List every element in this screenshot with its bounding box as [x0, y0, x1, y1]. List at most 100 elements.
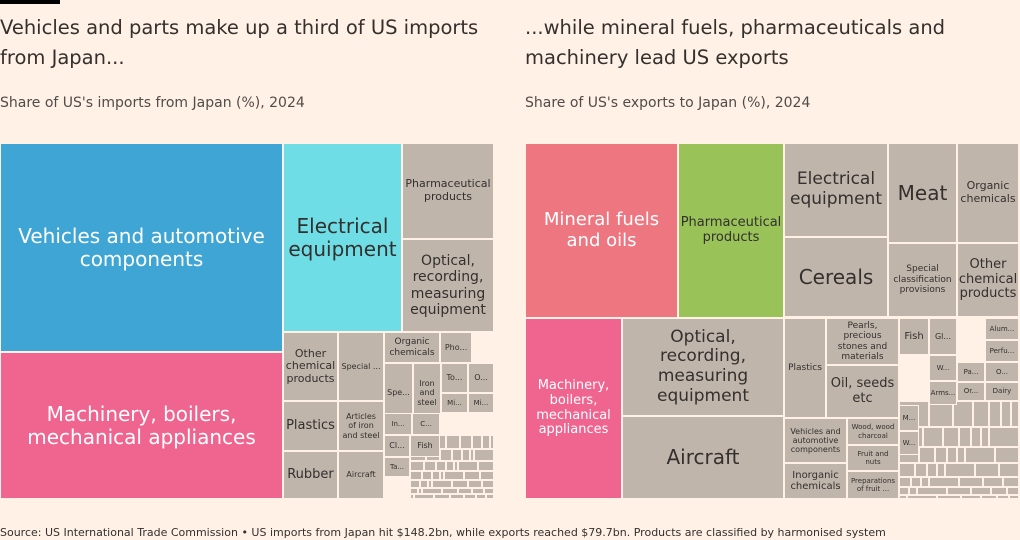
exports-cell-label: Optical, recording, measuring equipment — [657, 326, 749, 406]
exports-cell-organic-chemicals: Organic chemicals — [957, 143, 1019, 243]
exports-cell-mineral-fuels-and-oils: Mineral fuels and oils — [525, 143, 678, 318]
exports-minor-tile — [929, 477, 959, 487]
exports-cell-special-classification-provisions: Special classification provisions — [888, 243, 957, 317]
imports-cell-label: Pharmaceutical products — [405, 177, 491, 203]
exports-minor-tile — [909, 487, 917, 495]
exports-cell-label: Meat — [897, 180, 948, 205]
imports-minor-tile — [472, 488, 484, 494]
exports-cell-preparations-of-fruit: Preparations of fruit ... — [847, 471, 899, 499]
exports-cell-aircraft: Aircraft — [622, 416, 784, 499]
exports-cell-label: Fish — [904, 330, 924, 342]
exports-cell-optical-recording-measuring-equipment: Optical, recording, measuring equipment — [622, 318, 784, 416]
imports-cell-to: To... — [441, 363, 468, 393]
imports-cell-label: Spe... — [387, 388, 410, 398]
exports-cell-label: W... — [936, 363, 950, 372]
exports-cell-meat: Meat — [888, 143, 957, 243]
exports-cell-label: W... — [902, 438, 916, 447]
imports-cell-label: Fish — [417, 441, 433, 451]
imports-cell-label: Vehicles and automotive components — [18, 223, 265, 271]
imports-minor-tile — [484, 488, 494, 494]
exports-minor-tile — [957, 447, 965, 463]
imports-minor-tile — [410, 461, 424, 471]
exports-cell-label: Preparations of fruit ... — [850, 476, 896, 493]
imports-minor-tile — [452, 449, 462, 461]
imports-treemap: Vehicles and automotive components Machin… — [0, 143, 494, 499]
imports-cell-ta: Ta... — [384, 457, 410, 477]
brand-bar — [0, 0, 60, 4]
imports-cell-label: C... — [420, 419, 432, 428]
imports-cell-label: Electrical equipment — [288, 213, 397, 261]
exports-minor-tile — [915, 463, 927, 477]
imports-minor-tile — [432, 471, 440, 480]
exports-cell-label: Cereals — [798, 264, 874, 289]
exports-minor-tile — [981, 495, 997, 499]
exports-treemap: Mineral fuels and oils Pharmaceutical pro… — [525, 143, 1019, 499]
exports-cell-label: Pa... — [963, 367, 979, 376]
imports-minor-tile — [422, 488, 442, 494]
imports-cell-vehicles-and-automotive-components: Vehicles and automotive components — [0, 143, 283, 352]
imports-cell-c: C... — [412, 413, 440, 435]
exports-cell-other-chemical-products: Other chemical products — [957, 243, 1019, 317]
imports-minor-tile — [410, 480, 420, 488]
imports-cell-label: Articles of iron and steel — [342, 412, 380, 440]
imports-cell-label: Pho... — [444, 342, 468, 352]
imports-minor-tile — [432, 480, 452, 488]
imports-minor-tile — [482, 435, 490, 449]
exports-cell-label: Alum... — [989, 324, 1015, 333]
imports-minor-tile — [410, 471, 422, 480]
exports-minor-tile — [1009, 495, 1019, 499]
exports-cell-fruit-and-nuts: Fruit and nuts — [847, 445, 899, 471]
imports-minor-tile — [436, 461, 446, 471]
exports-minor-tile — [929, 401, 953, 427]
imports-cell-label: Aircraft — [346, 470, 376, 480]
exports-minor-tile — [899, 495, 907, 499]
exports-cell-label: Pharmaceutical products — [680, 214, 782, 245]
exports-minor-tile — [899, 477, 911, 487]
imports-cell-fish: Fish — [410, 435, 440, 457]
imports-cell-cl: Cl... — [384, 435, 410, 457]
imports-cell-label: Ta... — [389, 462, 405, 471]
exports-cell-arms: Arms... — [929, 381, 957, 405]
exports-cell-wood-wood-charcoal: Wood, wood charcoal — [847, 418, 899, 445]
exports-cell-or: Or... — [957, 382, 985, 401]
imports-cell-pharmaceutical-products: Pharmaceutical products — [402, 143, 494, 239]
exports-minor-tile — [1007, 487, 1019, 495]
imports-minor-tile — [418, 488, 422, 494]
imports-minor-tile — [490, 435, 494, 449]
imports-cell-other-chemical-products: Other chemical products — [283, 332, 338, 401]
exports-minor-tile — [971, 427, 981, 447]
exports-cell-cereals: Cereals — [784, 237, 888, 317]
imports-cell-label: Machinery, boilers, mechanical appliance… — [27, 401, 256, 449]
exports-chart-panel: ...while mineral fuels, pharmaceuticals … — [525, 0, 1019, 500]
imports-minor-tile — [460, 435, 472, 449]
imports-minor-tile — [480, 471, 494, 480]
imports-chart-title: Vehicles and parts make up a third of US… — [0, 16, 479, 69]
exports-minor-tile — [999, 463, 1019, 477]
imports-cell-label: Plastics — [286, 417, 335, 433]
exports-cell-label: Oil, seeds etc — [830, 375, 895, 406]
imports-cell-label: O... — [474, 373, 488, 383]
exports-minor-tile — [989, 427, 1019, 447]
imports-cell-photographic-goods: Pho... — [440, 332, 472, 363]
exports-minor-tile — [989, 401, 1001, 427]
exports-minor-tile — [981, 427, 989, 447]
exports-minor-tile — [923, 427, 943, 447]
exports-cell-o: O... — [985, 362, 1019, 382]
exports-cell-w: W... — [929, 355, 957, 381]
imports-cell-label: To... — [446, 373, 463, 383]
imports-minor-tile — [450, 494, 464, 499]
imports-minor-tile — [486, 494, 494, 499]
imports-minor-tile — [478, 461, 494, 471]
exports-minor-tile — [971, 487, 991, 495]
exports-cell-label: Pearls, precious stones and materials — [837, 320, 888, 362]
imports-cell-optical-recording-measuring-equipment: Optical, recording, measuring equipment — [402, 239, 494, 332]
exports-cell-gl: Gl... — [929, 318, 957, 355]
exports-cell-w-2: W... — [899, 431, 919, 455]
imports-cell-label: Rubber — [287, 466, 334, 482]
exports-minor-tile — [937, 495, 961, 499]
exports-cell-pearls-precious-stones-and-materials: Pearls, precious stones and materials — [826, 318, 899, 365]
exports-cell-label: Gl... — [934, 331, 952, 341]
imports-minor-tile — [446, 435, 460, 449]
imports-minor-tile — [446, 461, 454, 471]
imports-minor-tile — [462, 449, 470, 461]
